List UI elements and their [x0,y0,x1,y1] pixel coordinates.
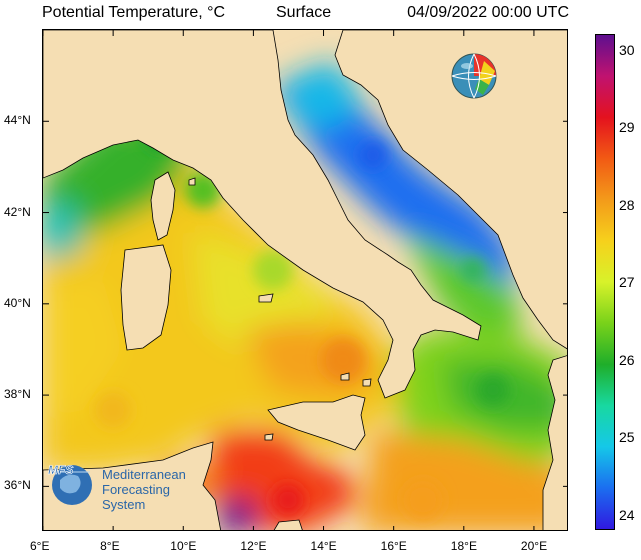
mfs-globe-icon: MFS [48,463,92,505]
colorbar-label: 26 [619,351,635,368]
map-canvas [43,30,567,530]
forecast-datetime: 04/09/2022 00:00 UTC [407,4,569,21]
mfs-acronym: MFS [48,463,73,477]
map-edge-ticks [43,30,567,530]
lon-tick-label: 20°E [520,539,548,553]
colorbar [595,34,615,530]
colorbar-label: 24 [619,506,635,523]
lat-tick-label: 42°N [4,204,31,219]
lat-tick-label: 36°N [4,478,31,493]
depth-layer-label: Surface [276,4,332,21]
lon-tick-label: 6°E [30,539,50,553]
colorbar-label: 27 [619,274,635,290]
lat-tick-label: 44°N [4,113,31,128]
lon-tick-label: 14°E [310,539,337,553]
globe-logo-icon [451,53,497,99]
mfs-line1: Mediterranean [102,467,186,482]
colorbar-label: 28 [619,196,635,213]
colorbar-label: 25 [619,429,635,445]
colorbar-label: 30 [619,41,635,58]
lon-tick-label: 10°E [170,539,197,553]
lon-tick-label: 12°E [240,539,267,553]
lat-tick-label: 40°N [4,295,31,310]
lat-tick-label: 38°N [4,387,31,402]
landmass-layer [43,30,567,530]
map-title: Potential Temperature, °C [42,4,226,21]
mfs-logo: MFS Mediterranean Forecasting System [44,458,214,512]
lon-tick-label: 8°E [100,539,120,553]
colorbar-label: 29 [619,119,635,135]
lon-tick-label: 18°E [450,539,477,553]
lon-tick-label: 16°E [380,539,407,553]
mfs-line2: Forecasting System [102,482,170,512]
temperature-map[interactable] [42,29,568,531]
